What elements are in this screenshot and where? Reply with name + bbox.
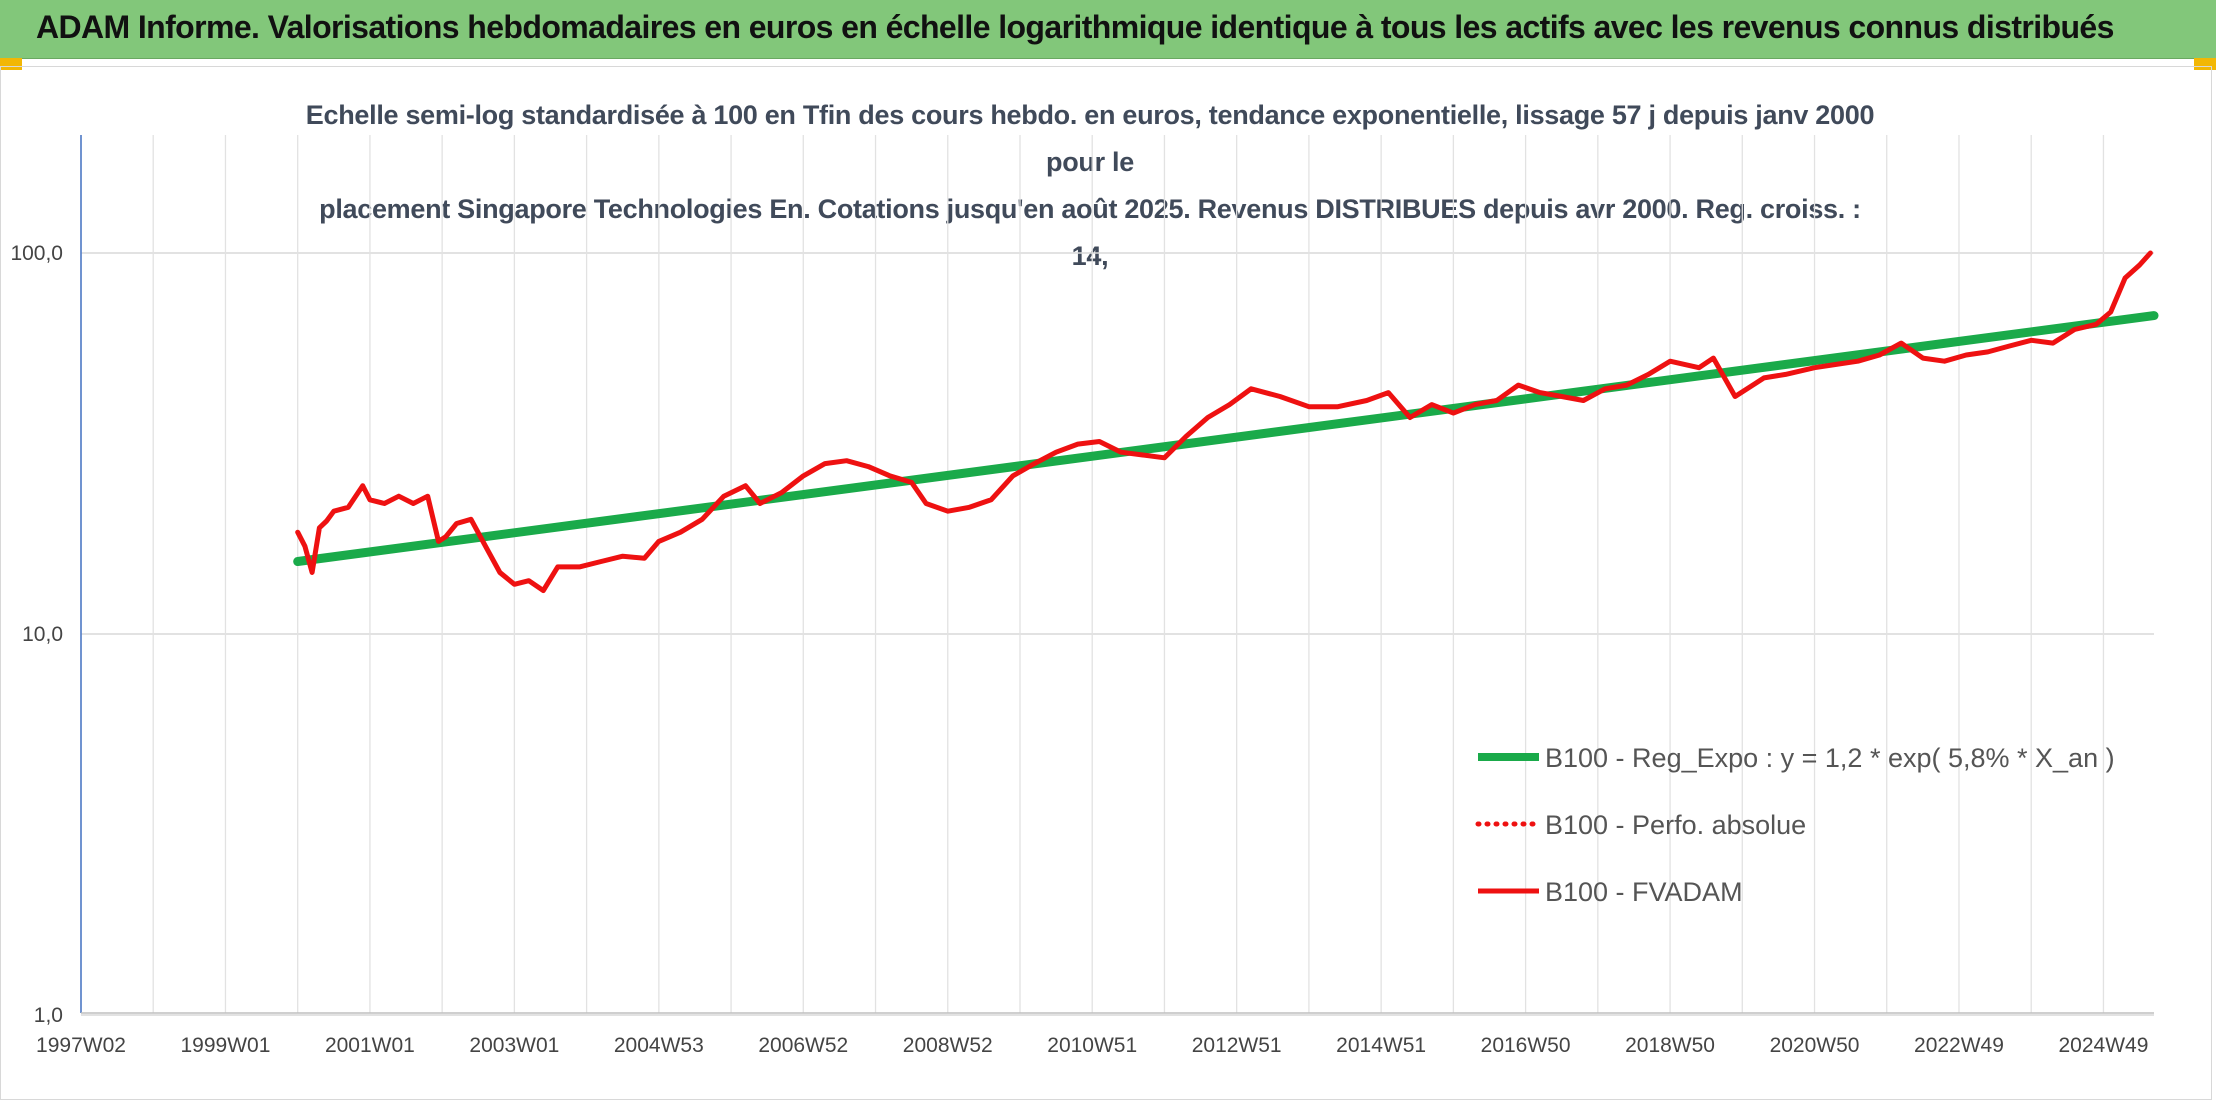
report-banner: ADAM Informe. Valorisations hebdomadaire…: [0, 0, 2216, 59]
chart-legend: B100 - Reg_Expo : y = 1,2 * exp( 5,8% * …: [1475, 743, 2115, 907]
x-tick-label: 2020W50: [1770, 1034, 1860, 1057]
chart-frame: [0, 66, 2212, 1100]
series-line-1: [293, 311, 2159, 566]
series-line-3: [295, 250, 2153, 594]
chart-title: Echelle semi-log standardisée à 100 en T…: [300, 92, 1880, 280]
legend-label-3: B100 - FVADAM: [1545, 877, 1743, 907]
chart-axes: 1,0 10,0 100,0 1997W02 1999W01 2001W01 2003W01…: [10, 135, 2154, 1057]
y-tick-label: 10,0: [22, 623, 63, 646]
x-tick-label: 2004W53: [614, 1034, 704, 1057]
x-tick-label: 2018W50: [1625, 1034, 1715, 1057]
y-tick-label: 100,0: [10, 242, 63, 265]
legend-label-2: B100 - Perfo. absolue: [1545, 810, 1806, 840]
chart-title-line-2: placement Singapore Technologies En. Cot…: [319, 194, 1861, 271]
chart-series: [293, 250, 2159, 594]
x-tick-label: 2016W50: [1481, 1034, 1571, 1057]
x-tick-label: 2024W49: [2058, 1034, 2148, 1057]
x-tick-label: 1997W02: [36, 1034, 126, 1057]
corner-accent-right: [2194, 58, 2216, 70]
x-tick-label: 2008W52: [903, 1034, 993, 1057]
x-tick-label: 2003W01: [469, 1034, 559, 1057]
x-tick-label: 2010W51: [1047, 1034, 1137, 1057]
x-tick-label: 2022W49: [1914, 1034, 2004, 1057]
report-title: ADAM Informe. Valorisations hebdomadaire…: [36, 9, 2114, 45]
chart-title-line-1: Echelle semi-log standardisée à 100 en T…: [305, 100, 1875, 177]
x-tick-label: 2001W01: [325, 1034, 415, 1057]
x-tick-label: 1999W01: [181, 1034, 271, 1057]
legend-label-1: B100 - Reg_Expo : y = 1,2 * exp( 5,8% * …: [1545, 743, 2115, 773]
corner-accent-left: [0, 58, 22, 70]
x-tick-label: 2006W52: [758, 1034, 848, 1057]
y-tick-label: 1,0: [34, 1004, 63, 1027]
chart-grid: [80, 135, 2154, 1016]
x-tick-label: 2014W51: [1336, 1034, 1426, 1057]
x-tick-label: 2012W51: [1192, 1034, 1282, 1057]
